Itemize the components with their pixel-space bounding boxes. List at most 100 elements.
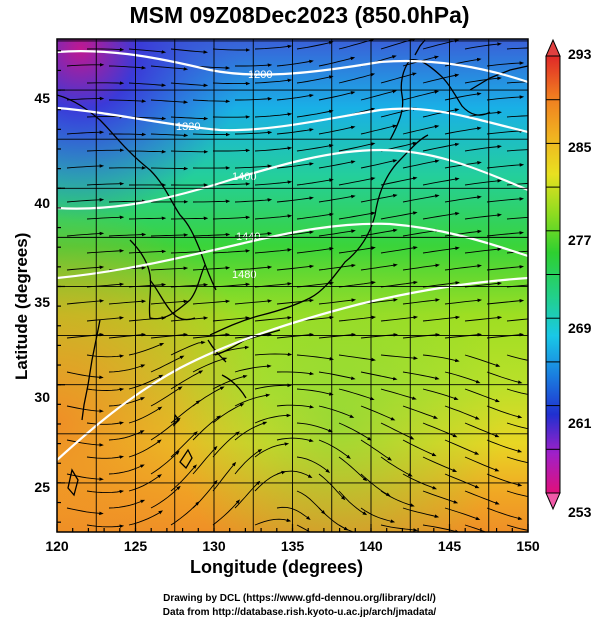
streamline — [150, 166, 189, 171]
streamline — [86, 489, 125, 494]
colorbar-label: 285 — [568, 139, 592, 155]
streamline — [276, 196, 314, 203]
axis-ticks — [56, 50, 529, 532]
streamline — [66, 405, 104, 413]
streamline — [128, 48, 167, 54]
streamline — [108, 397, 146, 407]
streamline — [86, 316, 125, 322]
colorbar-top-triangle — [545, 38, 561, 57]
streamline — [402, 124, 440, 135]
streamline — [66, 507, 104, 516]
streamline — [150, 332, 189, 339]
streamline — [486, 197, 525, 203]
y-tick-label: 30 — [34, 389, 50, 405]
streamline — [338, 354, 376, 362]
streamline — [486, 95, 525, 101]
streamline — [150, 386, 183, 407]
streamline — [170, 400, 201, 424]
streamline — [360, 405, 396, 421]
streamline — [506, 456, 528, 464]
streamline — [296, 354, 335, 361]
streamline — [128, 249, 167, 254]
streamline — [380, 246, 418, 254]
streamline — [192, 299, 231, 305]
streamline — [276, 264, 315, 271]
streamline — [86, 421, 125, 425]
streamline — [380, 490, 415, 507]
streamline — [486, 405, 523, 419]
streamline — [234, 364, 272, 373]
streamline — [254, 413, 292, 424]
streamline — [276, 437, 314, 443]
streamline — [338, 388, 375, 401]
streamline — [486, 507, 523, 520]
streamline — [212, 215, 251, 220]
streamline — [422, 39, 460, 50]
streamline — [318, 125, 356, 135]
streamline — [128, 374, 164, 390]
colorbar-bottom-triangle — [545, 492, 561, 511]
streamline — [212, 431, 240, 458]
streamline — [150, 450, 180, 475]
streamline — [486, 439, 523, 453]
streamline — [86, 181, 125, 186]
streamline — [234, 198, 273, 203]
streamline — [318, 160, 356, 169]
streamline — [444, 92, 482, 101]
streamline — [486, 371, 523, 384]
credit-drawing: Drawing by DCL (https://www.gfd-dennou.o… — [163, 593, 436, 604]
streamline — [192, 199, 231, 204]
contour-label: 1320 — [176, 121, 200, 133]
streamline — [108, 99, 147, 103]
streamline — [380, 456, 413, 477]
streamline — [296, 422, 333, 433]
streamline — [276, 332, 315, 339]
streamline — [464, 388, 500, 403]
streamline — [338, 490, 368, 516]
streamline — [402, 405, 439, 419]
streamline — [212, 182, 251, 186]
streamline — [402, 439, 437, 457]
streamline — [296, 212, 334, 220]
streamline — [506, 216, 528, 220]
streamline — [422, 246, 460, 254]
streamline — [128, 149, 167, 154]
streamline — [444, 405, 480, 420]
streamline — [464, 490, 500, 505]
streamline — [464, 179, 502, 186]
streamline — [486, 332, 525, 339]
streamline — [444, 507, 481, 521]
streamline — [212, 374, 248, 390]
streamline — [338, 315, 377, 322]
streamline — [296, 75, 334, 84]
streamline — [318, 298, 357, 305]
streamline — [402, 194, 440, 203]
streamline — [464, 247, 503, 254]
streamline — [318, 371, 356, 380]
streamline — [108, 199, 147, 203]
streamline — [276, 298, 315, 305]
streamline — [296, 247, 334, 254]
streamline — [296, 524, 311, 532]
streamline — [444, 371, 481, 384]
streamline — [318, 194, 356, 203]
streamline — [192, 332, 231, 339]
streamline — [128, 406, 163, 424]
streamline — [254, 78, 293, 84]
streamline — [296, 456, 331, 474]
streamline — [276, 128, 314, 135]
colorbar-labels: 293 285 277 269 261 253 — [568, 46, 592, 520]
streamline — [212, 81, 251, 86]
streamline — [254, 180, 293, 186]
streamline — [422, 73, 460, 84]
streamline — [150, 233, 189, 237]
streamline — [150, 299, 189, 305]
streamline — [170, 82, 209, 88]
y-tick-label: 40 — [34, 195, 50, 211]
streamline — [506, 318, 528, 322]
streamline — [444, 439, 480, 455]
streamline — [402, 228, 440, 237]
streamline — [234, 265, 273, 271]
streamline — [422, 177, 460, 186]
streamline — [234, 164, 273, 169]
